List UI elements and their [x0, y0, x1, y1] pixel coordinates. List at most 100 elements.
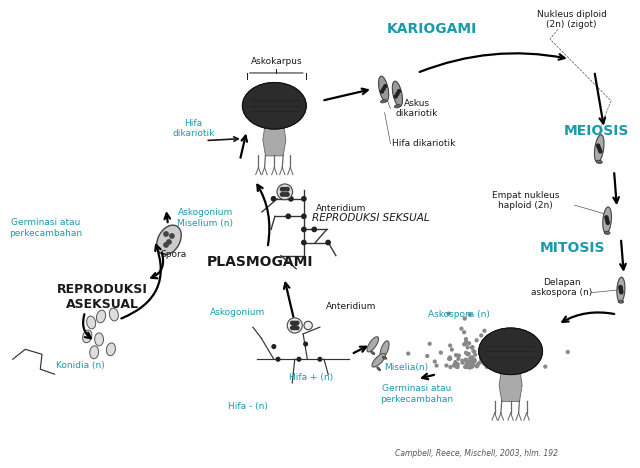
- Text: Campbell, Reece, Mischell, 2003, hlm. 192: Campbell, Reece, Mischell, 2003, hlm. 19…: [395, 449, 557, 458]
- Circle shape: [449, 366, 452, 368]
- Circle shape: [620, 290, 623, 293]
- Circle shape: [465, 337, 467, 340]
- Ellipse shape: [394, 104, 401, 108]
- Ellipse shape: [596, 160, 602, 164]
- Circle shape: [466, 361, 468, 364]
- Circle shape: [466, 353, 469, 356]
- Circle shape: [497, 348, 499, 351]
- Circle shape: [456, 363, 459, 366]
- Ellipse shape: [378, 76, 388, 102]
- Circle shape: [506, 340, 509, 343]
- Circle shape: [445, 364, 448, 367]
- Circle shape: [297, 358, 301, 361]
- Circle shape: [170, 234, 174, 238]
- Text: KARIOGAMI: KARIOGAMI: [387, 22, 477, 36]
- Circle shape: [467, 365, 470, 368]
- Circle shape: [456, 363, 459, 366]
- Circle shape: [480, 334, 483, 337]
- Circle shape: [465, 358, 467, 361]
- Circle shape: [479, 361, 481, 364]
- Circle shape: [620, 287, 622, 290]
- Circle shape: [271, 197, 276, 201]
- Circle shape: [488, 352, 490, 355]
- Circle shape: [483, 329, 486, 332]
- Circle shape: [466, 364, 468, 366]
- Ellipse shape: [371, 351, 375, 355]
- Circle shape: [468, 313, 471, 316]
- Circle shape: [468, 366, 471, 369]
- Circle shape: [280, 193, 284, 196]
- Circle shape: [488, 363, 491, 366]
- Ellipse shape: [95, 333, 104, 346]
- Ellipse shape: [287, 318, 302, 333]
- Circle shape: [455, 366, 458, 368]
- Circle shape: [477, 363, 479, 366]
- Circle shape: [464, 358, 467, 361]
- Ellipse shape: [479, 328, 543, 374]
- Text: MITOSIS: MITOSIS: [540, 241, 605, 255]
- Text: Askospora (n): Askospora (n): [429, 310, 490, 319]
- Circle shape: [469, 359, 472, 362]
- Circle shape: [468, 357, 472, 359]
- Text: Nukleus diploid
(2n) (zigot): Nukleus diploid (2n) (zigot): [537, 9, 607, 29]
- Circle shape: [470, 365, 472, 367]
- Circle shape: [484, 344, 487, 347]
- Circle shape: [447, 312, 450, 315]
- Circle shape: [468, 366, 471, 368]
- Circle shape: [468, 362, 471, 366]
- Circle shape: [301, 227, 306, 232]
- Circle shape: [285, 188, 289, 191]
- Ellipse shape: [595, 135, 604, 162]
- Text: REPRODUKSI
ASEKSUAL: REPRODUKSI ASEKSUAL: [56, 283, 147, 311]
- Circle shape: [283, 188, 287, 191]
- Circle shape: [597, 146, 600, 149]
- Circle shape: [382, 88, 385, 90]
- Ellipse shape: [86, 316, 96, 329]
- Ellipse shape: [243, 82, 306, 129]
- Circle shape: [620, 291, 623, 294]
- Circle shape: [470, 360, 472, 364]
- Circle shape: [381, 90, 383, 93]
- Circle shape: [473, 358, 476, 361]
- Circle shape: [606, 221, 609, 224]
- Circle shape: [482, 354, 485, 357]
- Circle shape: [468, 361, 470, 364]
- Circle shape: [476, 365, 479, 367]
- Circle shape: [394, 95, 397, 98]
- Circle shape: [566, 351, 569, 353]
- Circle shape: [511, 349, 513, 351]
- Ellipse shape: [372, 353, 385, 367]
- Circle shape: [318, 358, 322, 361]
- Text: Askogonium
Miselium (n): Askogonium Miselium (n): [177, 208, 234, 228]
- Circle shape: [291, 326, 294, 329]
- Text: Empat nukleus
haploid (2n): Empat nukleus haploid (2n): [492, 190, 559, 210]
- Circle shape: [468, 366, 470, 368]
- Circle shape: [463, 343, 466, 346]
- Circle shape: [465, 365, 468, 367]
- Circle shape: [449, 344, 452, 347]
- Ellipse shape: [106, 343, 115, 356]
- Circle shape: [296, 326, 299, 329]
- Circle shape: [480, 358, 483, 361]
- Circle shape: [468, 361, 470, 364]
- Circle shape: [164, 243, 168, 247]
- Circle shape: [606, 219, 609, 222]
- Text: Hifa dikariotik: Hifa dikariotik: [392, 139, 456, 148]
- Ellipse shape: [304, 321, 312, 329]
- Ellipse shape: [83, 330, 92, 343]
- Circle shape: [301, 241, 306, 245]
- Circle shape: [470, 356, 474, 358]
- Polygon shape: [263, 122, 286, 156]
- Text: Askokarpus: Askokarpus: [250, 57, 302, 66]
- Circle shape: [464, 365, 467, 368]
- Circle shape: [598, 148, 601, 151]
- Circle shape: [480, 351, 483, 353]
- Ellipse shape: [90, 346, 99, 359]
- Circle shape: [544, 365, 547, 368]
- Ellipse shape: [617, 277, 625, 302]
- Circle shape: [458, 354, 460, 357]
- Circle shape: [619, 286, 622, 289]
- Circle shape: [474, 359, 476, 362]
- Ellipse shape: [243, 82, 306, 129]
- Text: Askogonium: Askogonium: [211, 308, 266, 317]
